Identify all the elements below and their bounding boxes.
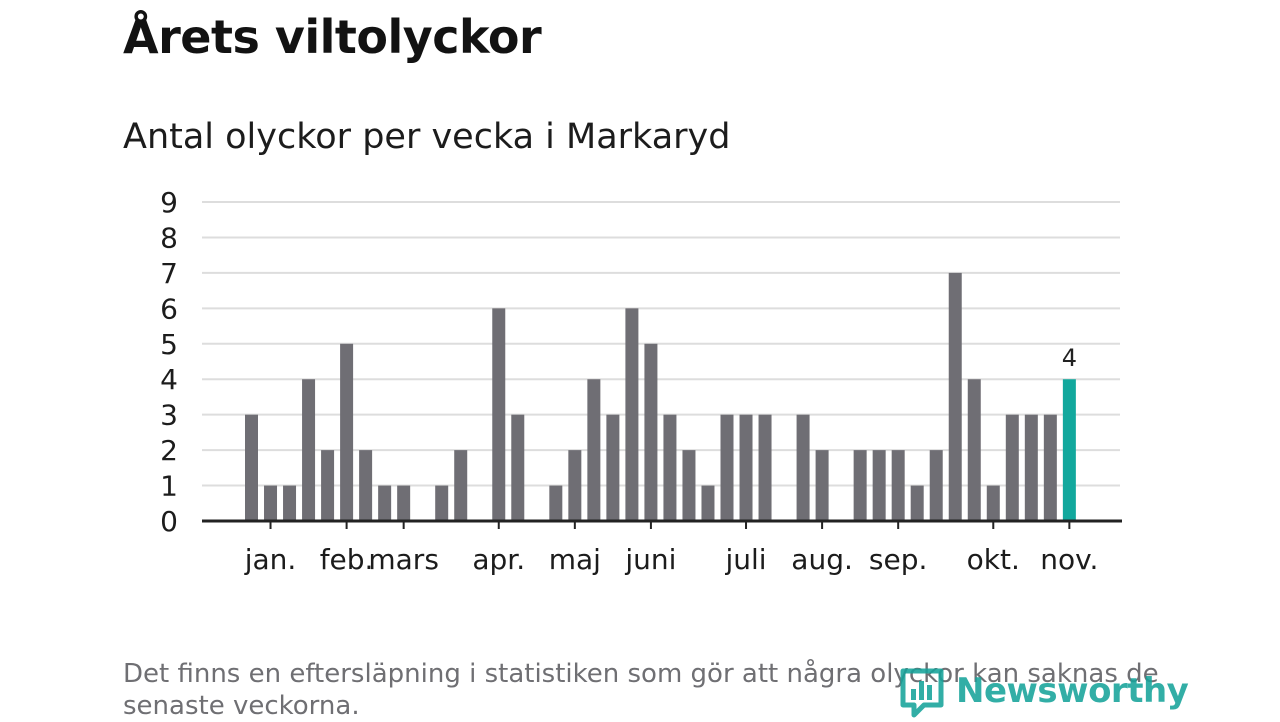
bar <box>948 272 962 521</box>
y-tick-label: 4 <box>160 363 178 396</box>
gridlines <box>202 201 1120 487</box>
bar <box>853 450 867 521</box>
bar <box>321 450 335 521</box>
data-label: 4 <box>1062 344 1077 372</box>
bar <box>967 379 981 521</box>
newsworthy-logo[interactable]: Newsworthy <box>900 666 1189 720</box>
bar <box>302 379 316 521</box>
x-tick-label: okt. <box>967 543 1020 576</box>
bar <box>435 485 449 521</box>
bar <box>340 343 354 521</box>
bar <box>492 308 506 521</box>
bar <box>454 450 468 521</box>
x-tick-label: aug. <box>791 543 853 576</box>
bar <box>720 414 734 521</box>
bar <box>891 450 905 521</box>
bar <box>283 485 297 521</box>
bar <box>701 485 715 521</box>
bar <box>511 414 525 521</box>
footnote: Det finns en eftersläpning i statistiken… <box>123 659 1159 721</box>
chart-subtitle: Antal olyckor per vecka i Markaryd <box>123 117 731 157</box>
bar <box>1043 414 1057 521</box>
bar <box>929 450 943 521</box>
x-tick-label: juli <box>724 543 766 576</box>
bar <box>587 379 601 521</box>
y-tick-label: 5 <box>160 328 178 361</box>
bar <box>739 414 753 521</box>
bar <box>682 450 696 521</box>
logo-text: Newsworthy <box>956 671 1189 711</box>
bar <box>758 414 772 521</box>
x-tick-label: mars <box>368 543 439 576</box>
bar <box>568 450 582 521</box>
bar <box>910 485 924 521</box>
x-tick-label: maj <box>549 543 601 576</box>
bar <box>663 414 677 521</box>
bar <box>378 485 392 521</box>
bar <box>359 450 373 521</box>
y-tick-label: 0 <box>160 505 178 538</box>
x-tick-label: feb. <box>320 543 374 576</box>
bar <box>1024 414 1038 521</box>
y-tick-label: 2 <box>160 434 178 467</box>
bar <box>625 308 639 521</box>
chart-title: Årets viltolyckor <box>123 10 542 64</box>
bar <box>872 450 886 521</box>
y-tick-label: 3 <box>160 399 178 432</box>
bar <box>986 485 1000 521</box>
y-tick-label: 8 <box>160 221 178 254</box>
y-tick-label: 1 <box>160 470 178 503</box>
x-tick-label: jan. <box>244 543 297 576</box>
x-axis-ticks: jan. feb.mars apr. maj juni juli aug. sep. okt. n… <box>244 521 1098 576</box>
bar <box>815 450 829 521</box>
bar-highlight <box>1062 379 1076 521</box>
bar <box>245 414 258 521</box>
data-labels: 4 <box>1062 344 1077 372</box>
x-tick-label: juni <box>624 543 676 576</box>
bar <box>549 485 563 521</box>
bar <box>264 485 278 521</box>
bar <box>397 485 411 521</box>
bar <box>796 414 810 521</box>
x-tick-label: apr. <box>472 543 525 576</box>
x-tick-label: sep. <box>869 543 928 576</box>
bar <box>1005 414 1019 521</box>
y-tick-label: 6 <box>160 292 178 325</box>
bars <box>245 272 1076 521</box>
x-tick-label: nov. <box>1040 543 1098 576</box>
y-tick-label: 7 <box>160 257 178 290</box>
y-tick-label: 9 <box>160 186 178 219</box>
bar-chart-logo-icon <box>900 668 944 718</box>
bar <box>644 343 658 521</box>
bar <box>606 414 620 521</box>
